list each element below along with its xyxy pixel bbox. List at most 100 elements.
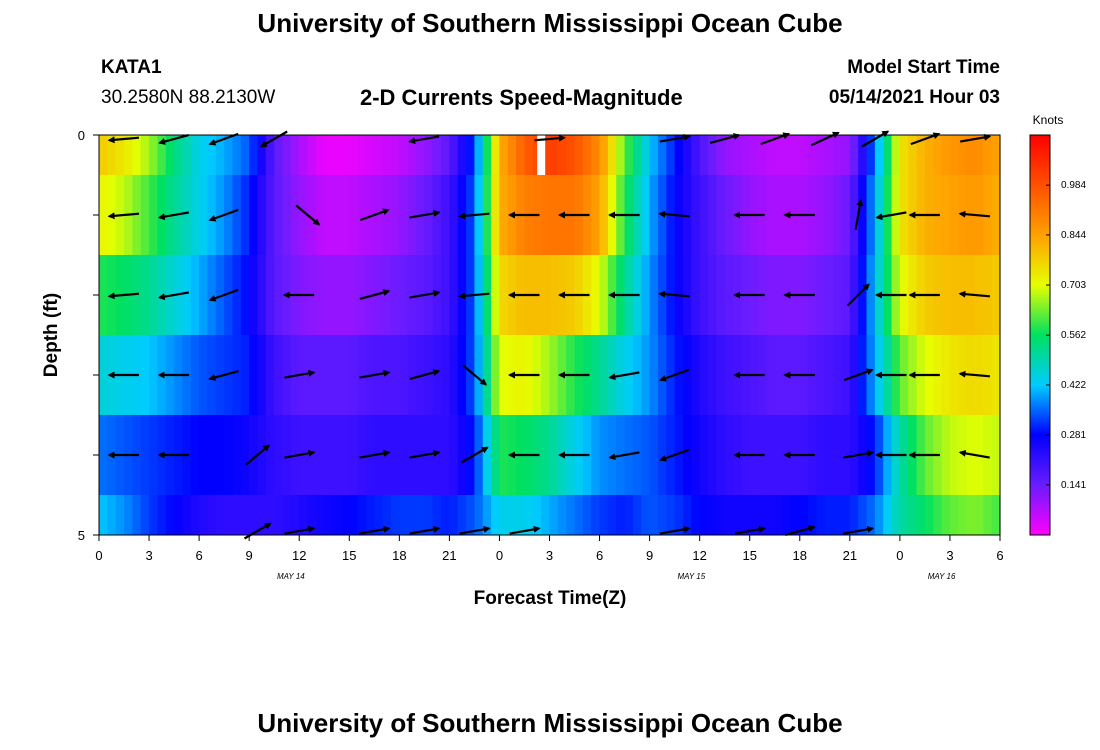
heatmap-cell [382,255,392,335]
current-vector [658,210,690,218]
heatmap-cell [591,255,601,335]
heatmap-cell [432,415,442,495]
colorbar-tick-label: 0.141 [1061,480,1086,491]
heatmap-cell [874,175,884,255]
heatmap-cell [841,175,851,255]
heatmap-cell [774,415,784,495]
heatmap-cell [708,335,717,415]
heatmap-cell [666,135,676,175]
heatmap-cell [666,495,676,535]
heatmap-cell [599,335,609,415]
heatmap-cell [390,335,400,415]
heatmap-cell [966,135,976,175]
heatmap-cell [374,495,384,535]
heatmap-cell [365,135,375,175]
heatmap-cell [941,335,951,415]
heatmap-cell [207,135,217,175]
heatmap-cell [883,495,893,535]
heatmap-cell [457,135,467,175]
heatmap-cell [190,255,200,335]
x-tick-label: 21 [843,548,857,563]
heatmap-cell [132,135,142,175]
colorbar-tick-label: 0.281 [1061,430,1086,441]
heatmap-cell [541,255,551,335]
heatmap-cell [482,335,492,415]
heatmap-cell [649,335,659,415]
current-vector [958,290,990,298]
heatmap-cell [991,135,1001,175]
heatmap-cell [199,495,209,535]
heatmap-cell [499,415,509,495]
y-tick-label: 5 [78,528,85,543]
heatmap-cell [390,135,400,175]
heatmap-cell [824,495,834,535]
heatmap-cell [491,335,501,415]
heatmap-cell [332,255,342,335]
heatmap-cell [382,135,392,175]
heatmap-cell [866,415,876,495]
heatmap-cell [240,175,250,255]
heatmap-cell [257,175,267,255]
heatmap-cell [941,495,951,535]
heatmap-cell [582,495,592,535]
heatmap-cell [691,175,701,255]
heatmap-cell [624,135,634,175]
heatmap-cell [157,255,167,335]
heatmap-cell [466,335,476,415]
heatmap-cell [416,495,425,535]
date-label: MAY 16 [928,572,956,581]
heatmap-cell [182,175,192,255]
heatmap-cell [924,135,934,175]
heatmap-cell [724,255,734,335]
heatmap-cell [307,175,317,255]
heatmap-cell [991,255,1001,335]
heatmap-cell [858,255,868,335]
heatmap-cell [816,175,826,255]
page-footer-title: University of Southern Mississippi Ocean… [257,708,843,738]
heatmap-cell [899,175,909,255]
heatmap-cell [991,335,1001,415]
heatmap-cell [624,495,634,535]
heatmap-cell [315,175,325,255]
current-vector [295,204,321,226]
heatmap-cell [708,415,717,495]
chart-title: 2-D Currents Speed-Magnitude [360,85,683,110]
heatmap-cell [649,415,659,495]
heatmap-cell [841,135,851,175]
heatmap-cell [941,175,951,255]
current-vector [245,444,271,466]
heatmap-cell [232,415,242,495]
heatmap-cell [265,495,275,535]
heatmap-cell [924,495,934,535]
heatmap-cell [766,415,776,495]
current-vector [460,446,489,464]
heatmap-cell [99,495,108,535]
heatmap-cell [249,335,259,415]
heatmap-cell [140,415,150,495]
heatmap-cell [274,255,284,335]
heatmap-cell [599,175,609,255]
heatmap-cell [107,495,117,535]
x-axis: 0 3 6 9 12 15 18 21 0 3 6 9 12 15 18 21 0 3 6 [95,535,1004,563]
heatmap-cell [99,415,108,495]
model-start-value: 05/14/2021 Hour 03 [828,87,1000,108]
heatmap-cell [374,135,384,175]
x-tick-label: 6 [596,548,603,563]
heatmap-cell [632,335,642,415]
heatmap-cell [290,175,300,255]
heatmap-cell [332,415,342,495]
heatmap-cell [207,415,217,495]
current-vector [409,289,441,299]
heatmap-cell [382,335,392,415]
heatmap-cell [549,415,559,495]
heatmap-cell [199,415,209,495]
heatmap-cell [324,335,334,415]
current-vector [359,525,391,535]
heatmap-cell [833,135,843,175]
heatmap-cell [716,135,726,175]
heatmap-cell [315,335,325,415]
heatmap-cell [174,135,184,175]
current-vector [284,369,316,379]
heatmap-cell [224,415,234,495]
heatmap-cell [340,415,350,495]
